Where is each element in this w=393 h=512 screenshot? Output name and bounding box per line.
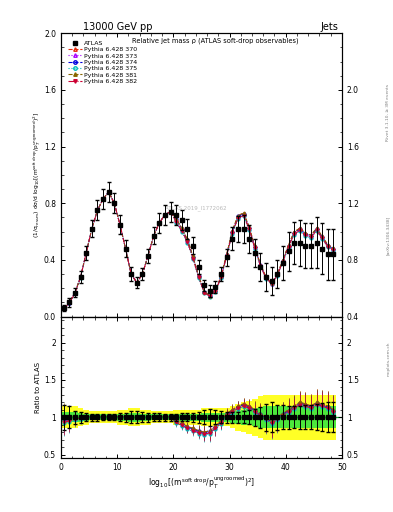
Text: Jets: Jets [320,22,338,32]
Text: Rivet 3.1.10, ≥ 3M events: Rivet 3.1.10, ≥ 3M events [386,84,390,141]
Text: 13000 GeV pp: 13000 GeV pp [83,22,152,32]
Text: mcplots.cern.ch: mcplots.cern.ch [386,341,390,376]
Text: ATLAS 2019_I1772062: ATLAS 2019_I1772062 [165,205,227,210]
Y-axis label: (1/σ$_{\mathrm{resum}}$) dσ/d log$_{10}$[(m$^{\mathrm{soft\ drop}}$/p$_T^{\mathr: (1/σ$_{\mathrm{resum}}$) dσ/d log$_{10}$… [31,112,42,238]
Legend: ATLAS, Pythia 6.428 370, Pythia 6.428 373, Pythia 6.428 374, Pythia 6.428 375, P: ATLAS, Pythia 6.428 370, Pythia 6.428 37… [67,39,139,85]
Text: [arXiv:1306.3438]: [arXiv:1306.3438] [386,216,390,255]
Text: Relative jet mass ρ (ATLAS soft-drop observables): Relative jet mass ρ (ATLAS soft-drop obs… [132,37,299,44]
Y-axis label: Ratio to ATLAS: Ratio to ATLAS [35,362,41,413]
X-axis label: $\log_{10}$[(m$^{\rm soft\ drop}$/p$_T^{\rm ungroomed}$)$^2$]: $\log_{10}$[(m$^{\rm soft\ drop}$/p$_T^{… [148,475,255,491]
